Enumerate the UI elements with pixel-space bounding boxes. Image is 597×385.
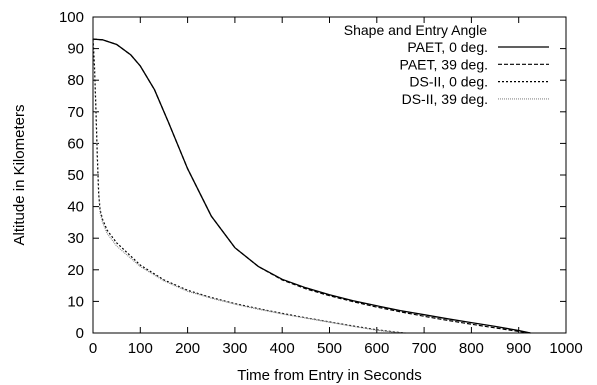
y-tick-label: 80 bbox=[67, 72, 84, 89]
y-axis-title: Altitude in Kilometers bbox=[11, 105, 28, 246]
x-tick-label: 100 bbox=[128, 340, 153, 357]
y-tick-label: 10 bbox=[67, 293, 84, 310]
y-tick-label: 100 bbox=[59, 9, 84, 26]
legend-label: DS-II, 0 deg. bbox=[409, 74, 488, 90]
x-axis-title: Time from Entry in Seconds bbox=[237, 367, 422, 384]
legend: Shape and Entry Angle PAET, 0 deg.PAET, … bbox=[344, 22, 549, 107]
y-tick-label: 60 bbox=[67, 135, 84, 152]
y-tick-label: 90 bbox=[67, 41, 84, 58]
y-tick-label: 20 bbox=[67, 262, 84, 279]
x-tick-label: 1000 bbox=[549, 340, 582, 357]
legend-label: PAET, 39 deg. bbox=[400, 56, 488, 72]
plot-frame bbox=[92, 16, 567, 334]
series-line bbox=[92, 38, 531, 334]
x-tick-label: 400 bbox=[270, 340, 295, 357]
x-tick-label: 700 bbox=[412, 340, 437, 357]
y-tick-label: 70 bbox=[67, 104, 84, 121]
x-tick-label: 0 bbox=[89, 340, 97, 357]
x-tick-label: 500 bbox=[317, 340, 342, 357]
series-line bbox=[92, 39, 406, 334]
legend-title: Shape and Entry Angle bbox=[344, 22, 487, 38]
legend-label: PAET, 0 deg. bbox=[407, 39, 488, 55]
y-tick-label: 0 bbox=[76, 325, 84, 342]
x-tick-label: 200 bbox=[175, 340, 200, 357]
x-tick-label: 900 bbox=[506, 340, 531, 357]
legend-label: DS-II, 39 deg. bbox=[402, 91, 488, 107]
x-tick-label: 300 bbox=[222, 340, 247, 357]
axis-ticks bbox=[92, 16, 567, 334]
x-tick-label: 800 bbox=[459, 340, 484, 357]
y-tick-label: 30 bbox=[67, 230, 84, 247]
tick-labels: 0 100 200 300 400 500 600 700 800 900 1000 0 10 20 30 4… bbox=[59, 9, 583, 357]
y-tick-label: 50 bbox=[67, 167, 84, 184]
series-line bbox=[92, 39, 406, 334]
x-tick-label: 600 bbox=[364, 340, 389, 357]
series-lines bbox=[92, 38, 531, 334]
y-tick-label: 40 bbox=[67, 199, 84, 216]
